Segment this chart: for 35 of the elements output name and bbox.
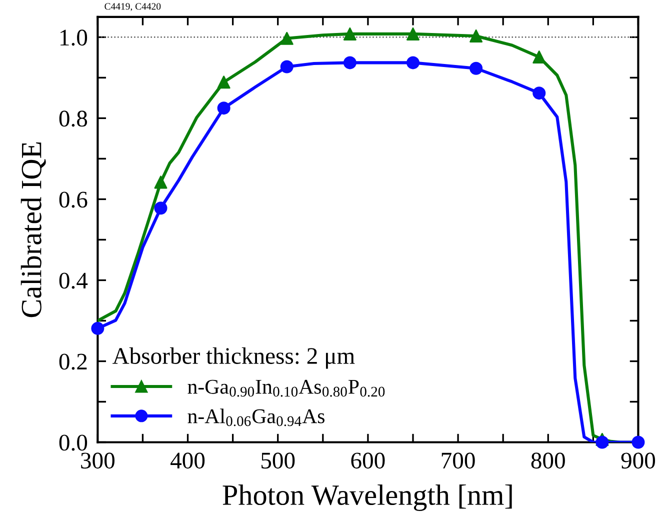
point — [154, 176, 168, 189]
point — [280, 32, 294, 45]
legend-label: n-Ga$_{0.90}$In$_{0.10}$As$_{0.80}$P$_{0.20}$ — [188, 380, 385, 397]
y-tick-label: 1.0 — [60, 30, 88, 46]
point — [217, 76, 230, 89]
x-tick-label: 800 — [531, 452, 565, 469]
x-axis-title: Photon Wavelength [nm] — [222, 484, 512, 512]
point — [406, 56, 420, 70]
point — [343, 56, 356, 70]
point — [280, 60, 294, 74]
point — [532, 50, 546, 64]
point — [154, 202, 168, 215]
point — [343, 27, 356, 40]
y-tick-label: 0.8 — [59, 110, 88, 127]
y-tick-label: 0.2 — [59, 354, 87, 370]
point — [470, 29, 483, 42]
y-tick-label: 0.6 — [59, 192, 88, 208]
x-tick-label: 400 — [170, 452, 205, 469]
y-tick-label: 0.0 — [59, 434, 88, 451]
legend-label: n-Al$_{0.06}$Ga$_{0.94}$As — [188, 408, 324, 426]
x-tick-label: 700 — [442, 452, 475, 469]
x-tick-label: 900 — [621, 452, 656, 469]
point — [217, 102, 230, 115]
y-tick-label: 0.4 — [59, 272, 88, 289]
y-axis-title: Calibrated IQE — [20, 142, 46, 318]
point — [406, 27, 420, 40]
point — [91, 322, 104, 335]
point — [596, 436, 609, 449]
legend-title: Absorber thickness: 2 μm — [112, 347, 355, 369]
point — [532, 86, 546, 100]
text: C4419, C4420 — [104, 3, 161, 12]
x-tick-label: 600 — [351, 452, 385, 469]
point — [470, 62, 483, 75]
x-tick-label: 300 — [81, 452, 114, 469]
x-tick-label: 500 — [262, 452, 295, 469]
